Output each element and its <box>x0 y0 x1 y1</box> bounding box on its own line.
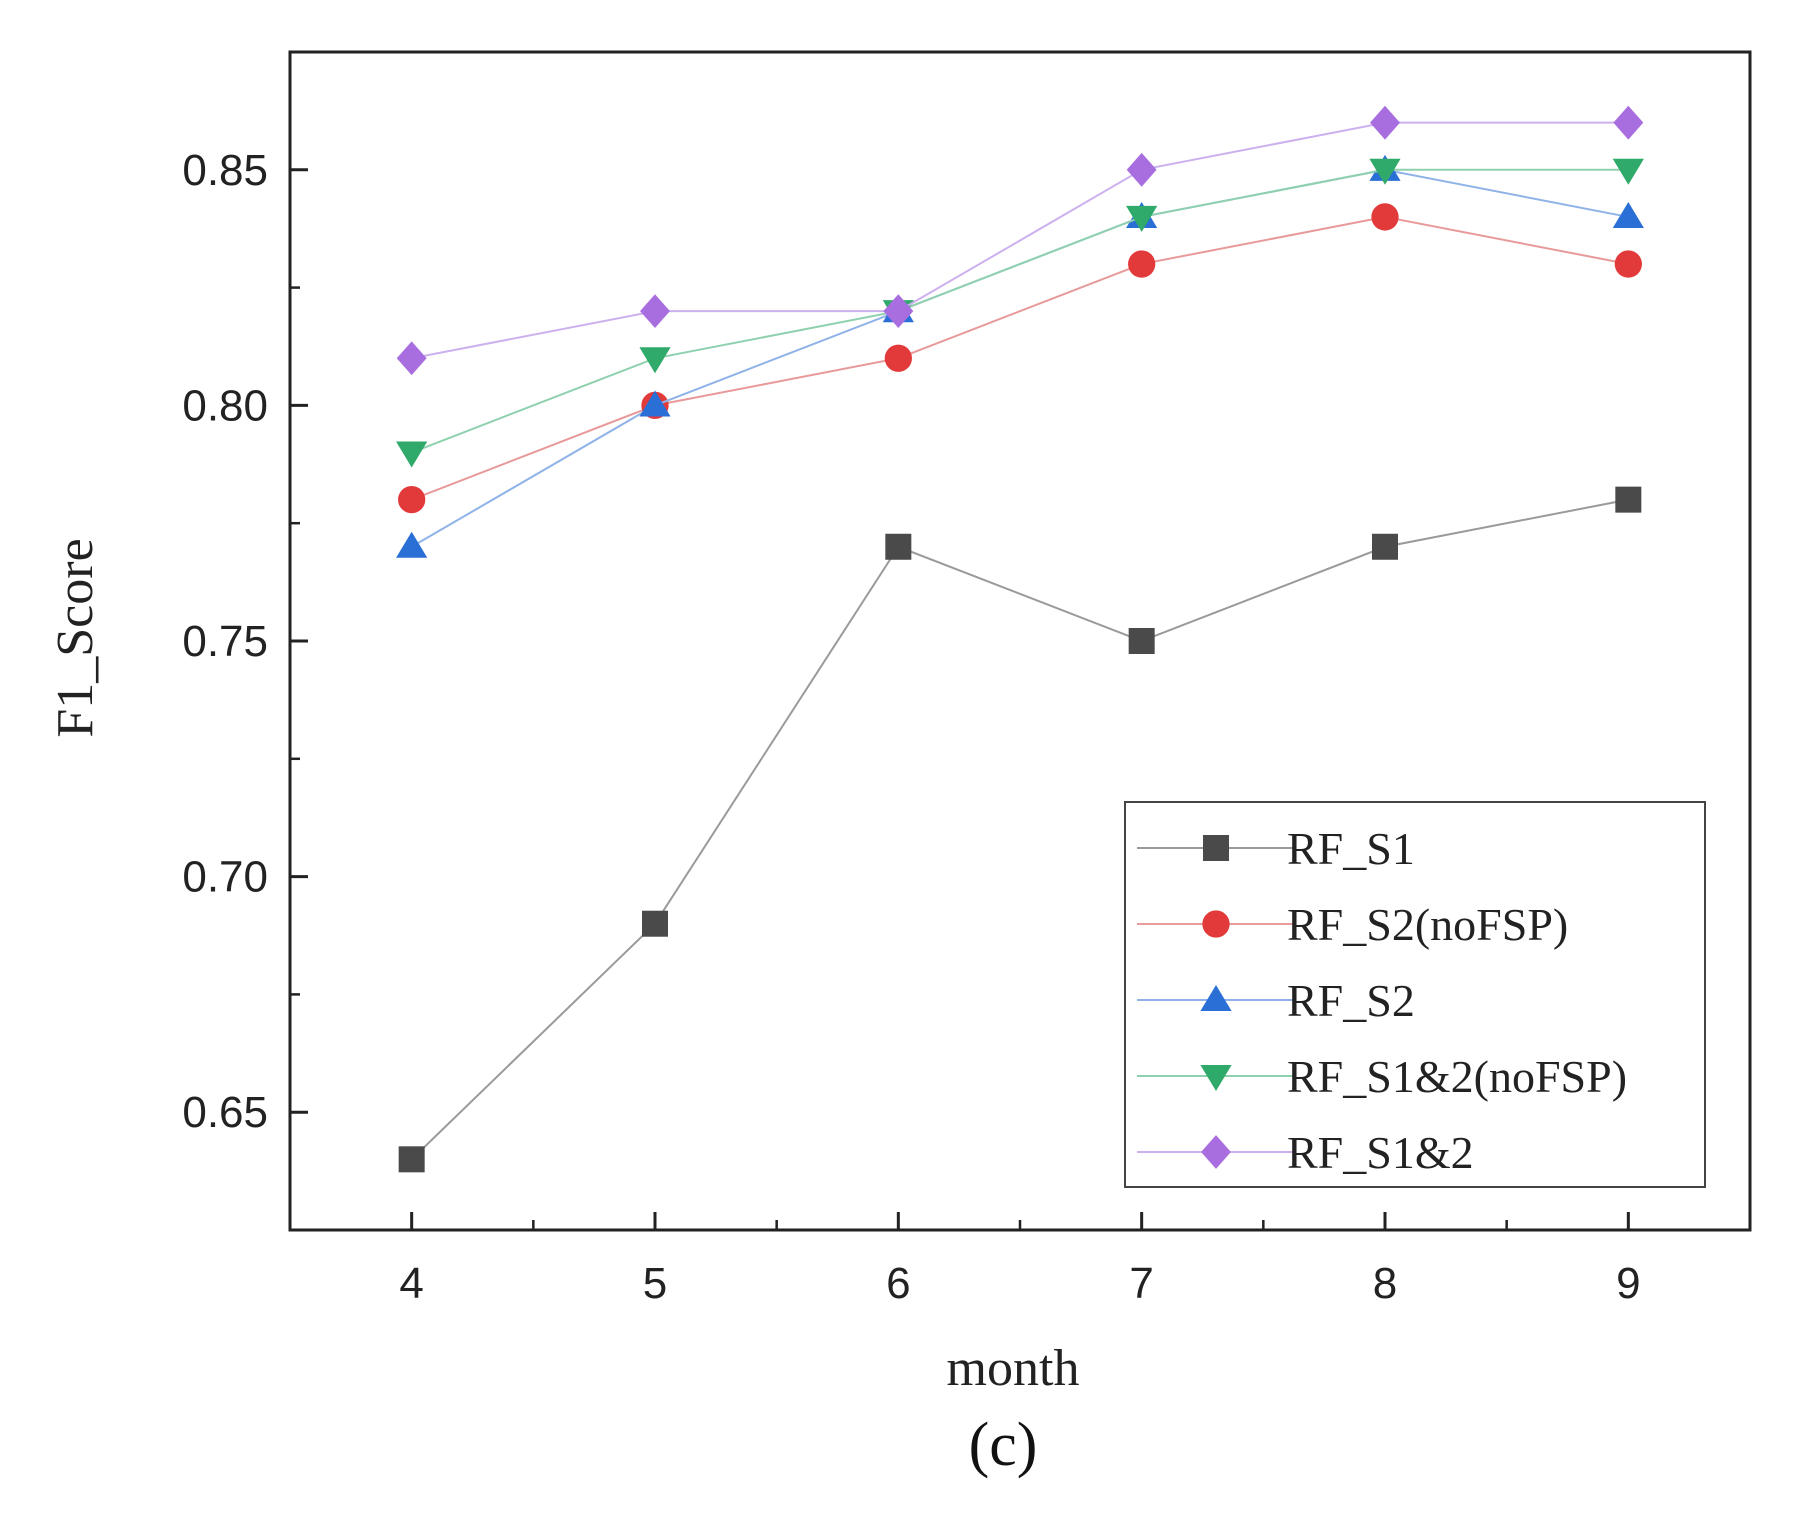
data-point <box>1202 910 1230 938</box>
series-line <box>410 498 1629 1161</box>
data-point <box>396 341 427 376</box>
legend-label: RF_S1 <box>1287 823 1415 874</box>
series-line <box>411 168 1629 548</box>
data-point <box>640 294 670 329</box>
x-tick-label: 5 <box>643 1259 667 1308</box>
x-axis-title: month <box>947 1340 1080 1397</box>
data-point <box>1613 105 1644 140</box>
data-point <box>1612 201 1644 228</box>
x-tick-label: 6 <box>886 1259 910 1308</box>
y-tick-label: 0.85 <box>182 146 268 195</box>
legend-item: RF_S1&2 <box>1137 1127 1474 1178</box>
y-axis-title: F1_Score <box>47 538 104 737</box>
data-point <box>396 441 428 468</box>
series-rf-s2-nofsp- <box>398 203 1642 514</box>
series-line <box>411 215 1629 501</box>
data-point <box>1612 158 1644 185</box>
data-point <box>639 390 671 417</box>
x-tick-label: 9 <box>1616 1259 1640 1308</box>
data-point <box>1614 250 1642 278</box>
series-rf-s1-2-nofsp- <box>396 158 1644 468</box>
y-tick-label: 0.75 <box>182 617 268 666</box>
data-point <box>1126 205 1158 232</box>
data-point <box>1126 152 1157 187</box>
data-point <box>1200 985 1232 1012</box>
data-point <box>885 533 912 560</box>
data-point <box>642 910 668 937</box>
legend-item: RF_S1&2(noFSP) <box>1137 1051 1627 1102</box>
data-point <box>1201 1135 1231 1169</box>
data-point <box>1615 486 1642 513</box>
series-rf-s1-2 <box>396 105 1644 376</box>
data-point <box>398 485 426 514</box>
data-point <box>639 347 671 374</box>
legend-item: RF_S1 <box>1137 823 1415 874</box>
legend-label: RF_S1&2 <box>1287 1127 1474 1178</box>
data-point <box>1372 533 1398 560</box>
data-point <box>1371 203 1399 231</box>
data-point <box>1200 1064 1232 1091</box>
series-rf-s1 <box>398 486 1642 1173</box>
data-point <box>396 531 428 558</box>
y-tick-label: 0.65 <box>182 1088 268 1137</box>
y-tick-label: 0.70 <box>182 853 268 902</box>
series-line <box>411 121 1629 360</box>
legend: RF_S1 RF_S2(noFSP) RF_S2 RF_S1&2(noFSP) RF_S… <box>1124 801 1706 1188</box>
y-tick-label: 0.80 <box>182 381 268 430</box>
legend-item: RF_S2(noFSP) <box>1137 899 1568 950</box>
legend-label: RF_S2 <box>1287 975 1415 1026</box>
axis-ticks: 4 5 6 7 8 9 0.65 0.70 0.75 0.80 0.85 <box>182 50 1641 1308</box>
data-point <box>1128 250 1156 278</box>
x-tick-label: 4 <box>399 1259 423 1308</box>
data-point <box>883 294 914 329</box>
data-point <box>884 344 912 372</box>
legend-item: RF_S2 <box>1137 975 1415 1026</box>
data-point <box>1369 158 1401 185</box>
data-point <box>398 1146 425 1173</box>
x-tick-label: 7 <box>1129 1259 1153 1308</box>
data-point <box>1203 835 1229 861</box>
x-tick-label: 8 <box>1373 1259 1397 1308</box>
legend-label: RF_S1&2(noFSP) <box>1287 1051 1627 1102</box>
series-line <box>411 168 1629 454</box>
legend-label: RF_S2(noFSP) <box>1287 899 1568 950</box>
series-rf-s2 <box>396 154 1644 558</box>
data-point <box>1128 628 1155 654</box>
panel-caption: (c) <box>969 1411 1038 1479</box>
data-point <box>1370 105 1400 140</box>
series-layer <box>396 105 1644 1173</box>
